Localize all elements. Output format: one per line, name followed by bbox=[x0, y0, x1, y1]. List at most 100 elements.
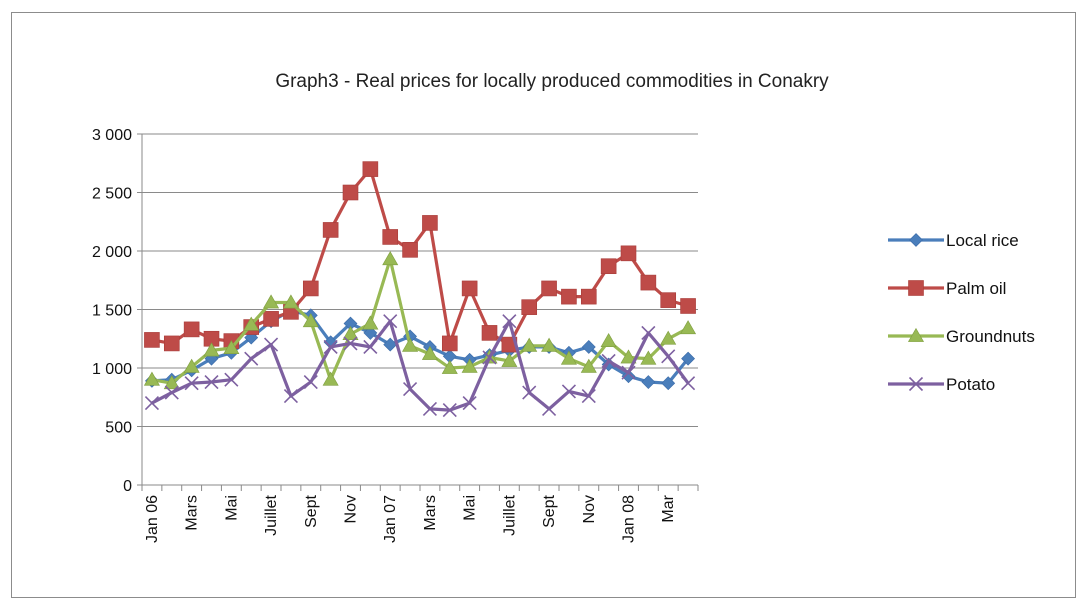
x-tick-label: Mar bbox=[660, 494, 677, 522]
data-point-palm-oil bbox=[461, 280, 478, 297]
data-point-palm-oil bbox=[302, 280, 319, 297]
legend-swatch-marker bbox=[907, 327, 925, 342]
data-point-potato bbox=[641, 325, 656, 340]
data-point-palm-oil bbox=[541, 280, 557, 297]
x-tick-label: Sept bbox=[303, 494, 320, 527]
data-point-groundnuts bbox=[382, 251, 399, 266]
data-point-palm-oil bbox=[322, 222, 339, 238]
x-tick-label: Mars bbox=[184, 495, 201, 531]
data-point-palm-oil bbox=[183, 321, 200, 338]
data-point-groundnuts bbox=[441, 359, 458, 374]
data-point-palm-oil bbox=[263, 311, 279, 327]
data-point-groundnuts bbox=[183, 358, 200, 373]
data-point-groundnuts bbox=[541, 337, 558, 352]
y-tick-label: 1 000 bbox=[92, 361, 132, 378]
data-point-palm-oil bbox=[600, 258, 617, 275]
series-palm-oil bbox=[144, 161, 696, 353]
series-line-groundnuts bbox=[151, 257, 689, 385]
data-point-potato bbox=[502, 314, 517, 329]
data-point-potato bbox=[403, 381, 418, 397]
legend-entry-palm-oil: Palm oil bbox=[888, 279, 1006, 298]
x-tick-label: Sept bbox=[541, 494, 558, 527]
data-point-palm-oil bbox=[561, 288, 577, 305]
y-tick-label: 3 000 bbox=[92, 127, 132, 144]
y-tick-label: 2 000 bbox=[92, 244, 132, 261]
data-point-groundnuts bbox=[580, 358, 597, 373]
data-point-palm-oil bbox=[382, 229, 399, 245]
data-point-potato bbox=[621, 365, 636, 380]
legend-entry-potato: Potato bbox=[888, 375, 995, 394]
y-tick-label: 1 500 bbox=[92, 303, 132, 320]
data-point-potato bbox=[224, 372, 239, 387]
data-point-local-rice bbox=[661, 376, 676, 391]
data-point-groundnuts bbox=[143, 371, 160, 386]
legend-label: Palm oil bbox=[946, 279, 1006, 298]
x-tick-label: Jan 06 bbox=[144, 495, 161, 543]
data-point-palm-oil bbox=[163, 335, 180, 352]
data-point-groundnuts bbox=[560, 350, 577, 365]
data-point-palm-oil bbox=[422, 215, 438, 231]
x-tick-label: Juillet bbox=[501, 494, 518, 535]
data-point-potato bbox=[422, 401, 437, 417]
data-point-potato bbox=[522, 385, 537, 400]
data-point-palm-oil bbox=[342, 184, 359, 201]
x-tick-label: Jan 08 bbox=[621, 495, 638, 543]
data-point-palm-oil bbox=[521, 299, 538, 315]
legend-label: Groundnuts bbox=[946, 327, 1035, 346]
data-point-groundnuts bbox=[223, 340, 240, 355]
data-point-potato bbox=[462, 396, 477, 411]
legend-label: Potato bbox=[946, 375, 995, 394]
legend-entry-local-rice: Local rice bbox=[888, 231, 1019, 250]
x-tick-label: Juillet bbox=[263, 494, 280, 535]
data-point-potato bbox=[581, 389, 596, 404]
data-point-local-rice bbox=[681, 351, 695, 366]
data-point-potato bbox=[264, 337, 279, 352]
x-tick-label: Nov bbox=[581, 495, 598, 523]
data-point-groundnuts bbox=[263, 294, 280, 309]
data-point-palm-oil bbox=[481, 325, 498, 341]
data-point-potato bbox=[164, 385, 179, 400]
data-point-groundnuts bbox=[282, 294, 299, 309]
chart-title: Graph3 - Real prices for locally produce… bbox=[275, 71, 829, 92]
legend: Local rice Palm oil Groundnuts Potato bbox=[888, 231, 1035, 394]
data-point-palm-oil bbox=[402, 242, 418, 258]
series-layer bbox=[143, 161, 697, 418]
data-point-potato bbox=[661, 349, 676, 364]
data-point-groundnuts bbox=[501, 352, 518, 367]
x-tick-label: Nov bbox=[343, 495, 360, 523]
y-tick-label: 0 bbox=[123, 478, 132, 495]
data-point-groundnuts bbox=[342, 325, 359, 340]
gridlines bbox=[142, 133, 698, 427]
data-point-palm-oil bbox=[680, 298, 696, 314]
data-point-potato bbox=[442, 403, 457, 418]
data-point-potato bbox=[343, 336, 358, 351]
data-point-potato bbox=[244, 351, 259, 366]
data-point-palm-oil bbox=[144, 332, 160, 348]
data-point-potato bbox=[542, 401, 557, 417]
x-tick-label: Mai bbox=[462, 495, 479, 521]
data-point-potato bbox=[601, 353, 616, 369]
data-point-potato bbox=[204, 374, 219, 390]
data-point-groundnuts bbox=[322, 371, 339, 386]
x-tick-label: Jan 07 bbox=[382, 495, 399, 543]
data-point-potato bbox=[303, 374, 318, 390]
data-point-groundnuts bbox=[521, 337, 538, 352]
legend-swatch-marker bbox=[908, 376, 924, 392]
legend-label: Local rice bbox=[946, 231, 1019, 250]
data-point-palm-oil bbox=[640, 274, 657, 291]
data-point-groundnuts bbox=[203, 342, 220, 357]
data-point-local-rice bbox=[581, 340, 596, 354]
data-point-groundnuts bbox=[421, 345, 438, 360]
series-line-palm-oil bbox=[151, 167, 689, 347]
data-point-palm-oil bbox=[620, 245, 637, 262]
data-point-groundnuts bbox=[243, 316, 260, 331]
data-point-potato bbox=[482, 350, 497, 365]
y-tick-label: 2 500 bbox=[92, 186, 132, 203]
data-point-groundnuts bbox=[362, 315, 379, 330]
series-line-potato bbox=[151, 319, 690, 412]
data-point-potato bbox=[184, 376, 199, 391]
x-tick-label: Mai bbox=[223, 495, 240, 521]
data-point-potato bbox=[561, 384, 576, 399]
data-point-local-rice bbox=[621, 369, 636, 384]
